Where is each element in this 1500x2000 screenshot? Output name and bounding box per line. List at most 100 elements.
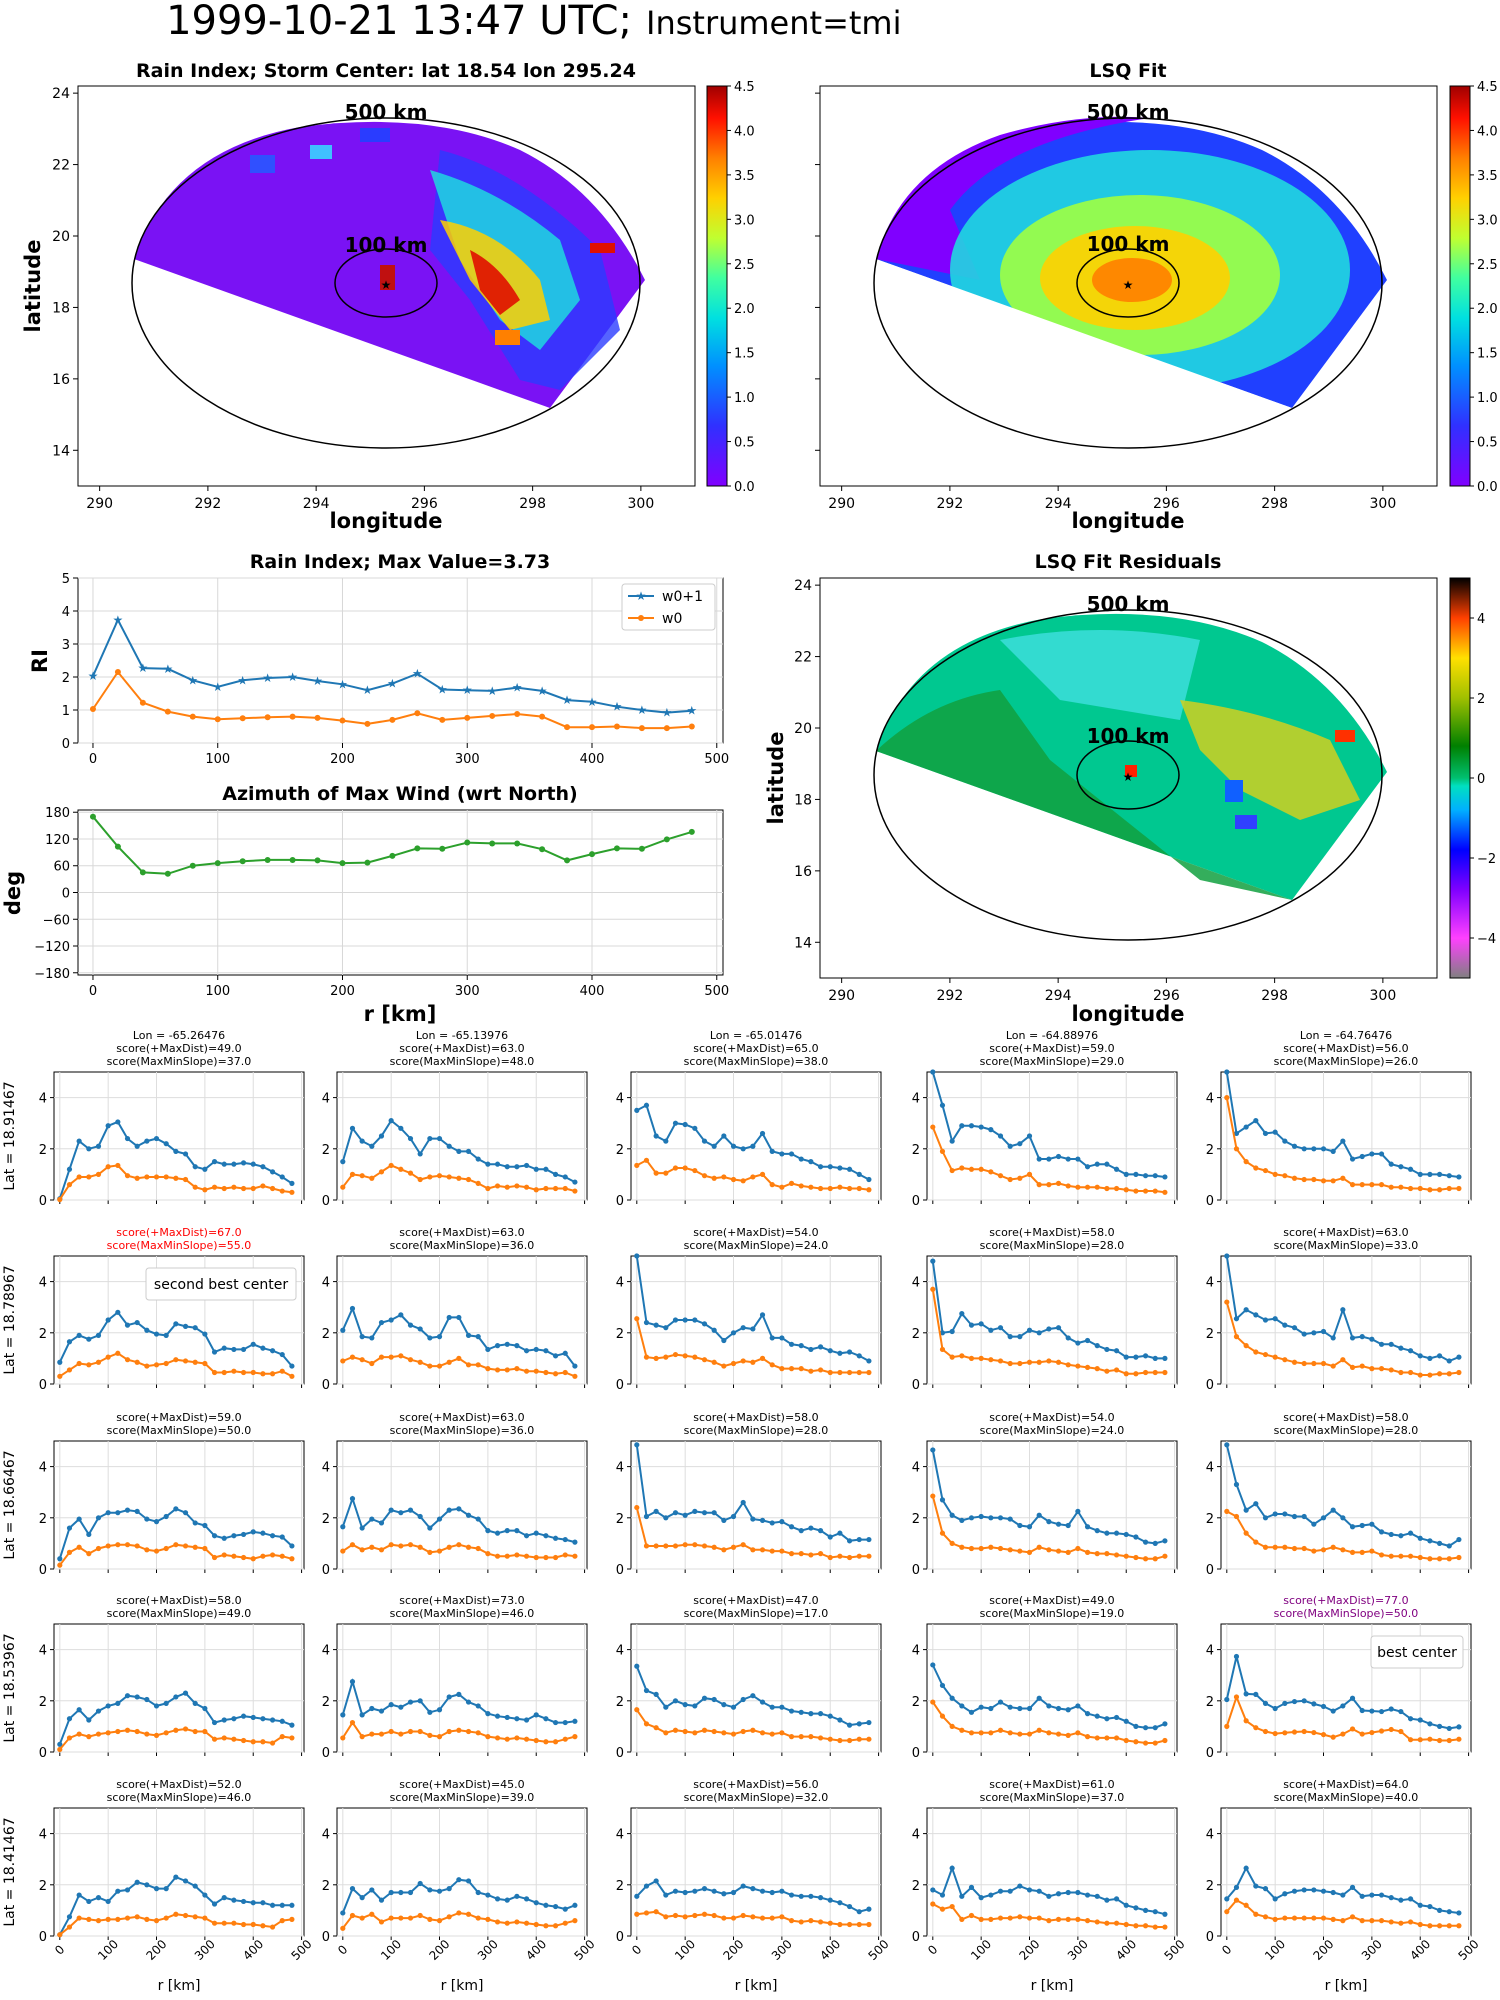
- figure-instrument: Instrument=tmi: [646, 4, 901, 42]
- w0-point: [533, 1921, 539, 1928]
- w0-point: [163, 1174, 169, 1180]
- w0-point: [808, 1552, 814, 1558]
- lsq-residuals-field: [876, 613, 1387, 900]
- w0-plus-1-point: [192, 1883, 198, 1889]
- lsq-residuals-band-yellow: [1180, 700, 1360, 820]
- w0-point: [1162, 1189, 1168, 1195]
- w0-point: [134, 1175, 140, 1181]
- w0-plus-1-point: [134, 1694, 140, 1700]
- w0-plus-1-point: [95, 1332, 102, 1338]
- y-tick-label: 0: [39, 1378, 47, 1393]
- w0-plus-1-point: [1017, 1705, 1023, 1712]
- x-tick-label: 500: [704, 752, 729, 767]
- w0-plus-1-point: [1233, 1481, 1240, 1488]
- x-tick-label: 500: [704, 984, 729, 999]
- w0-plus-1-point: [788, 1341, 795, 1347]
- ring-500km-label: 500 km: [1087, 592, 1170, 616]
- w0-point: [1446, 1923, 1452, 1929]
- w0-plus-1-point: [504, 1714, 510, 1721]
- w0-plus-1-point: [485, 1711, 491, 1717]
- w0-point: [798, 1919, 804, 1925]
- w0-plus-1-point: [1330, 1148, 1336, 1154]
- w0-point: [1456, 1736, 1462, 1742]
- y-tick-label: 1: [62, 704, 70, 719]
- w0-point: [173, 1727, 179, 1733]
- panel-score-maxdist: score(+MaxDist)=63.0: [1283, 1226, 1408, 1239]
- w0-plus-1-point: [221, 1345, 227, 1351]
- w0-plus-1-point: [514, 1893, 520, 1899]
- w0-point: [1113, 1735, 1120, 1741]
- w0-plus-1-point: [192, 1325, 198, 1331]
- w0-plus-1-point: [750, 1326, 756, 1332]
- w0-plus-1-point: [846, 1538, 853, 1544]
- rain-index-profile-legend: ★ w0+1 w0: [621, 583, 716, 631]
- panel-frame: [336, 1623, 588, 1753]
- w0-point: [66, 1735, 73, 1741]
- w0-plus-1-point: [349, 1305, 356, 1312]
- w0-plus-1-point: [514, 1528, 520, 1534]
- w0-plus-1-point: [221, 1535, 227, 1541]
- x-tick-label: 0: [89, 752, 97, 767]
- w0-plus-1-point: [1262, 1886, 1269, 1892]
- w0-plus-1-point: ★: [612, 700, 623, 714]
- colorbar-tick-label: 4.0: [734, 124, 755, 139]
- w0-plus-1-point: [1446, 1173, 1452, 1179]
- w0-point: [398, 1731, 404, 1737]
- colorbar-tick-label: 4.5: [1477, 80, 1498, 95]
- x-tick-label: 100: [1262, 1937, 1288, 1963]
- w0-point: [465, 1362, 472, 1368]
- colorbar-tick-label: −2: [1477, 852, 1496, 867]
- w0-point: [562, 1369, 568, 1376]
- w0-plus-1-point: [1398, 1164, 1404, 1170]
- w0-plus-1-point: [504, 1164, 510, 1170]
- w0-point: [475, 1730, 481, 1736]
- w0-plus-1-point: [930, 1258, 936, 1264]
- y-tick-label: 4: [39, 1092, 47, 1107]
- w0-point: [959, 1544, 965, 1550]
- panel-score-slope: score(MaxMinSlope)=46.0: [390, 1607, 535, 1620]
- azimuth-point: [439, 845, 446, 852]
- y-tick-label: 0: [616, 1378, 624, 1393]
- panel-legend-box: [1370, 1635, 1464, 1669]
- w0-point: [269, 1924, 276, 1930]
- w0-plus-1-point: [1388, 1895, 1394, 1901]
- w0-plus-1-point: [1320, 1146, 1327, 1152]
- w0-point: [562, 1736, 568, 1742]
- w0-point: [115, 1728, 121, 1735]
- w0-plus-1-point: [798, 1343, 804, 1349]
- panel-score-slope: score(MaxMinSlope)=28.0: [980, 1239, 1125, 1252]
- w0-plus-1-point: [250, 1341, 256, 1347]
- w0-plus-1-point: [769, 1148, 775, 1154]
- w0-point: [1272, 1354, 1278, 1360]
- w0-point: [653, 1725, 659, 1731]
- w0-point: [653, 1355, 659, 1361]
- w0-point: [279, 1188, 285, 1194]
- w0-point: [949, 1540, 955, 1546]
- y-tick-label: 4: [1206, 1092, 1214, 1107]
- w0-plus-1-point: [1084, 1337, 1091, 1344]
- w0-point: [1301, 1545, 1307, 1552]
- y-tick-label: 2: [39, 1143, 47, 1158]
- w0-plus-1-point: [388, 1118, 394, 1124]
- w0-point: [144, 1174, 150, 1180]
- w0-point: [115, 1162, 121, 1169]
- w0-plus-1-point: [1301, 1146, 1307, 1152]
- w0-point: [721, 1174, 727, 1180]
- w0-plus-1-point: [1162, 1721, 1168, 1727]
- w0-plus-1-point: [1133, 1171, 1139, 1177]
- w0-point: [1407, 1369, 1414, 1376]
- w0-point: [456, 1175, 462, 1181]
- w0-point: [740, 1542, 746, 1548]
- lsq-fit-band-orange: [1092, 258, 1172, 302]
- w0-plus-1-point: [1407, 1348, 1414, 1354]
- w0-plus-1-point: [124, 1693, 131, 1699]
- panel-score-maxdist: score(+MaxDist)=59.0: [116, 1411, 241, 1424]
- w0-point: [1243, 1159, 1249, 1165]
- w0-plus-1-point: [279, 1718, 285, 1724]
- candidate-panel: 0 100 200 300 400 500024score(+MaxDist)=64.0s…: [1206, 1778, 1482, 1994]
- w0-point: [153, 1362, 160, 1368]
- w0-point: [949, 1903, 955, 1910]
- w0-point: [1253, 1349, 1259, 1355]
- panel-score-slope: score(MaxMinSlope)=55.0: [107, 1239, 252, 1252]
- w0-plus-1-point: [523, 1533, 530, 1539]
